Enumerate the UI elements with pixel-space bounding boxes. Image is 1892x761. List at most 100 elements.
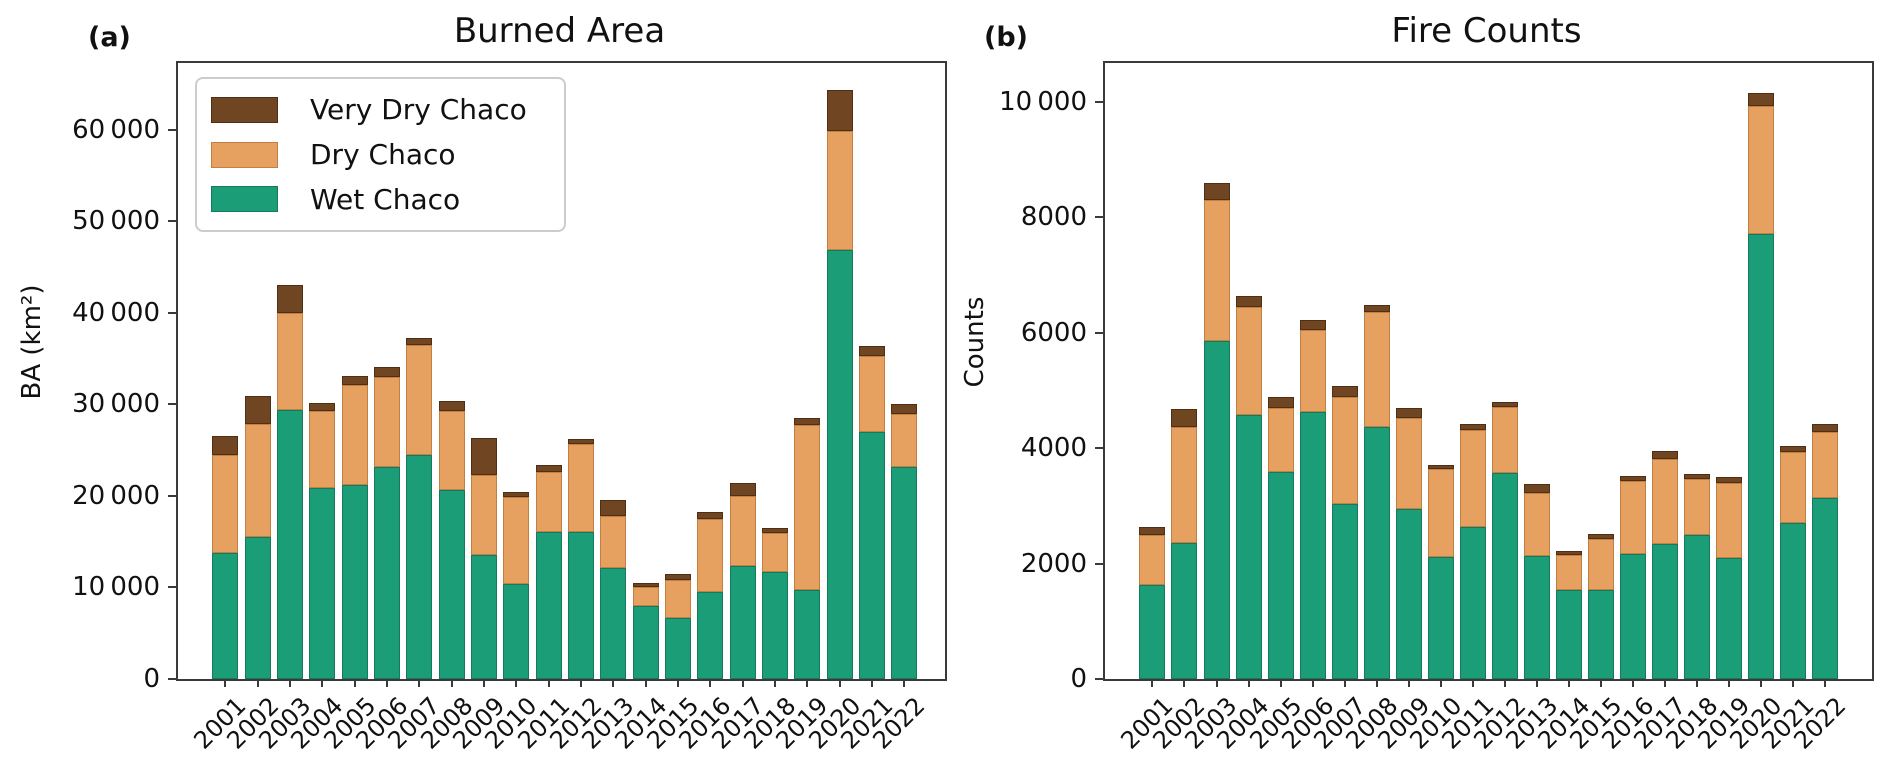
y-tick-label: 2000 [1020,548,1087,579]
bar-segment-very-dry-chaco [406,337,433,345]
bar-segment-wet-chaco [1427,557,1454,679]
bar-segment-wet-chaco [1715,557,1742,679]
bar-segment-very-dry-chaco [891,404,918,415]
bar-segment-very-dry-chaco [1587,533,1614,539]
y-tick-label: 40 000 [72,297,160,328]
bar-segment-very-dry-chaco [1523,484,1550,494]
bar-segment-dry-chaco [1395,418,1422,509]
stacked-bar-2008 [1363,304,1390,679]
bar-segment-very-dry-chaco [309,402,336,411]
panel-b-plot-area: 0 2000 4000 6000 8000 10 000 2001 2002 2003 2004 2… [999,61,1874,755]
y-tick-label: 10 000 [999,86,1087,117]
bar-segment-dry-chaco [697,518,724,593]
bar-segment-wet-chaco [826,249,853,679]
stacked-bar-2017 [1651,450,1678,679]
bar-segment-wet-chaco [859,431,886,679]
bar-segment-wet-chaco [341,484,368,679]
bar-segment-very-dry-chaco [1779,446,1806,452]
x-tick-mark [1503,679,1506,687]
x-tick-mark [903,679,906,687]
bar-segment-dry-chaco [1651,459,1678,544]
bar-segment-dry-chaco [212,454,239,553]
stacked-bar-2015 [665,573,692,679]
bar-segment-wet-chaco [1619,554,1646,679]
bar-segment-dry-chaco [1459,430,1486,528]
y-tick-label: 20 000 [72,480,160,511]
bar-segment-dry-chaco [1139,534,1166,586]
bar-segment-wet-chaco [406,454,433,679]
bar-segment-wet-chaco [277,409,304,679]
y-tick-mark [168,403,176,406]
stacked-bar-2015 [1587,533,1614,679]
x-tick-mark [871,679,874,687]
x-tick-mark [224,679,227,687]
x-tick-mark [677,679,680,687]
bar-segment-very-dry-chaco [1267,397,1294,409]
x-tick-mark [1791,679,1794,687]
bar-segment-very-dry-chaco [794,418,821,425]
bar-segment-very-dry-chaco [1555,550,1582,556]
y-tick-mark [168,311,176,314]
bar-segment-dry-chaco [471,474,498,556]
bar-segment-wet-chaco [1779,522,1806,679]
stacked-bar-2013 [1523,484,1550,679]
stacked-bar-2005 [341,376,368,679]
bar-segment-very-dry-chaco [1427,465,1454,470]
x-tick-mark [1151,679,1154,687]
x-tick-mark [709,679,712,687]
y-tick-mark [1095,447,1103,450]
stacked-bar-2002 [244,396,271,679]
stacked-bar-2001 [1139,527,1166,679]
x-tick-mark [256,679,259,687]
bar-segment-dry-chaco [632,586,659,606]
x-tick-mark [515,679,518,687]
legend-row-wet-chaco: Wet Chaco [197,179,564,219]
x-tick-mark [547,679,550,687]
stacked-bar-2012 [1491,401,1518,679]
bar-segment-dry-chaco [600,516,627,569]
bar-segment-wet-chaco [1331,504,1358,679]
x-tick-mark [1247,679,1250,687]
bar-segment-wet-chaco [891,466,918,679]
stacked-bar-2009 [471,438,498,679]
stacked-bar-2003 [1203,182,1230,679]
bar-segment-dry-chaco [826,130,853,250]
bar-segment-very-dry-chaco [859,345,886,356]
bar-segment-dry-chaco [1171,426,1198,543]
stacked-bar-2017 [729,483,756,679]
bar-segment-wet-chaco [1459,527,1486,679]
bar-segment-very-dry-chaco [1683,474,1710,480]
stacked-bar-2007 [406,337,433,679]
stacked-bar-2018 [762,527,789,679]
bar-segment-wet-chaco [1683,534,1710,679]
bar-segment-dry-chaco [503,496,530,584]
panel-b-index-label: (b) [984,22,1029,53]
bar-segment-very-dry-chaco [1715,476,1742,483]
bar-segment-wet-chaco [1491,473,1518,679]
bar-segment-dry-chaco [1555,555,1582,591]
bar-segment-dry-chaco [1811,431,1838,498]
stacked-bar-2016 [1619,475,1646,679]
x-tick-mark [1375,679,1378,687]
stacked-bar-2021 [859,345,886,679]
stacked-bar-2004 [309,402,336,679]
bar-segment-dry-chaco [1587,538,1614,590]
stacked-bar-2011 [535,464,562,679]
legend-label-very-dry-chaco: Very Dry Chaco [310,93,527,127]
stacked-bar-2021 [1779,446,1806,679]
bar-segment-dry-chaco [1235,307,1262,415]
x-tick-mark [1535,679,1538,687]
stacked-bar-2022 [891,404,918,679]
bar-segment-very-dry-chaco [1203,182,1230,201]
bar-segment-very-dry-chaco [568,439,595,444]
bar-segment-very-dry-chaco [277,285,304,313]
x-tick-mark [1727,679,1730,687]
bar-segment-very-dry-chaco [535,464,562,473]
stacked-bar-2006 [1299,319,1326,679]
x-tick-mark [1663,679,1666,687]
bar-segment-wet-chaco [1299,412,1326,679]
y-tick-mark [168,494,176,497]
bar-segment-dry-chaco [1715,482,1742,558]
stacked-bar-2016 [697,511,724,680]
bar-segment-wet-chaco [1235,414,1262,679]
